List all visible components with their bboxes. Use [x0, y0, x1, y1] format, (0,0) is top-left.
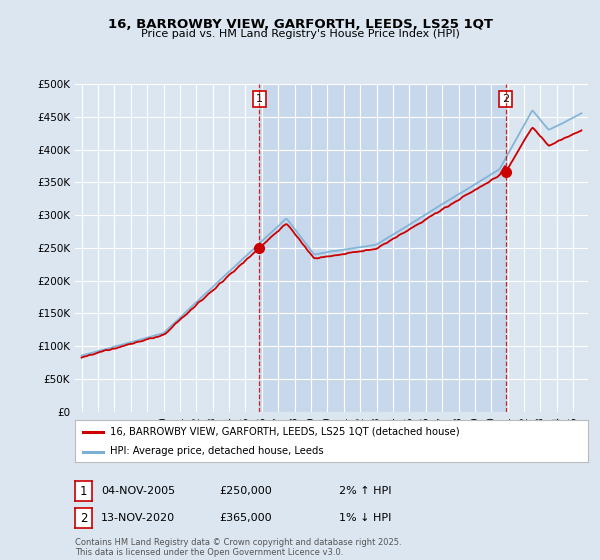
Text: 04-NOV-2005: 04-NOV-2005	[101, 486, 175, 496]
Text: 1: 1	[80, 484, 87, 498]
Bar	[259, 84, 506, 412]
Text: 2% ↑ HPI: 2% ↑ HPI	[339, 486, 391, 496]
Text: 2: 2	[80, 511, 87, 525]
Text: 16, BARROWBY VIEW, GARFORTH, LEEDS, LS25 1QT: 16, BARROWBY VIEW, GARFORTH, LEEDS, LS25…	[107, 18, 493, 31]
Text: 1: 1	[256, 94, 263, 104]
Text: £250,000: £250,000	[219, 486, 272, 496]
Text: 13-NOV-2020: 13-NOV-2020	[101, 513, 175, 523]
Text: Contains HM Land Registry data © Crown copyright and database right 2025.
This d: Contains HM Land Registry data © Crown c…	[75, 538, 401, 557]
Text: 1% ↓ HPI: 1% ↓ HPI	[339, 513, 391, 523]
Text: Price paid vs. HM Land Registry's House Price Index (HPI): Price paid vs. HM Land Registry's House …	[140, 29, 460, 39]
Text: HPI: Average price, detached house, Leeds: HPI: Average price, detached house, Leed…	[110, 446, 323, 456]
Text: 16, BARROWBY VIEW, GARFORTH, LEEDS, LS25 1QT (detached house): 16, BARROWBY VIEW, GARFORTH, LEEDS, LS25…	[110, 427, 460, 437]
Text: £365,000: £365,000	[219, 513, 272, 523]
Text: 2: 2	[502, 94, 509, 104]
